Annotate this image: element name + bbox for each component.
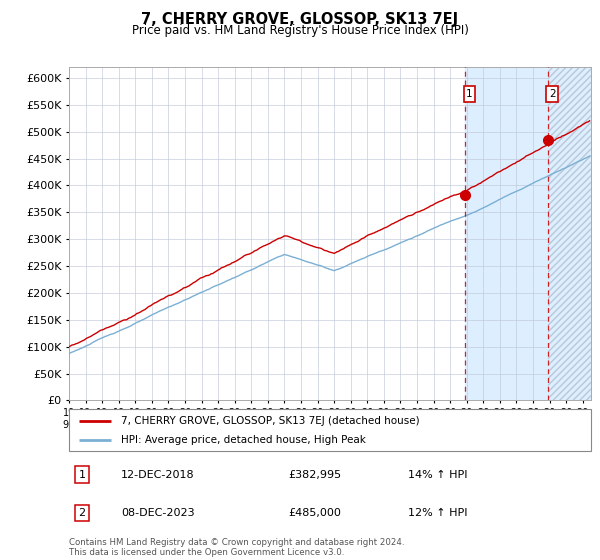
FancyBboxPatch shape [69,409,591,451]
Text: 7, CHERRY GROVE, GLOSSOP, SK13 7EJ (detached house): 7, CHERRY GROVE, GLOSSOP, SK13 7EJ (deta… [121,416,420,426]
Text: 7, CHERRY GROVE, GLOSSOP, SK13 7EJ: 7, CHERRY GROVE, GLOSSOP, SK13 7EJ [142,12,458,27]
Bar [466,67,591,400]
Text: 2: 2 [79,508,86,518]
Text: Price paid vs. HM Land Registry's House Price Index (HPI): Price paid vs. HM Land Registry's House … [131,24,469,37]
Text: Contains HM Land Registry data © Crown copyright and database right 2024.
This d: Contains HM Land Registry data © Crown c… [69,538,404,557]
Text: 12-DEC-2018: 12-DEC-2018 [121,470,195,479]
Bar [548,67,591,400]
Text: 08-DEC-2023: 08-DEC-2023 [121,508,195,518]
Text: £382,995: £382,995 [288,470,341,479]
Bar [548,67,591,400]
Text: 14% ↑ HPI: 14% ↑ HPI [409,470,468,479]
Text: 2: 2 [549,89,556,99]
Text: 1: 1 [466,89,473,99]
Text: 1: 1 [79,470,86,479]
Text: HPI: Average price, detached house, High Peak: HPI: Average price, detached house, High… [121,435,366,445]
Text: 12% ↑ HPI: 12% ↑ HPI [409,508,468,518]
Text: £485,000: £485,000 [288,508,341,518]
